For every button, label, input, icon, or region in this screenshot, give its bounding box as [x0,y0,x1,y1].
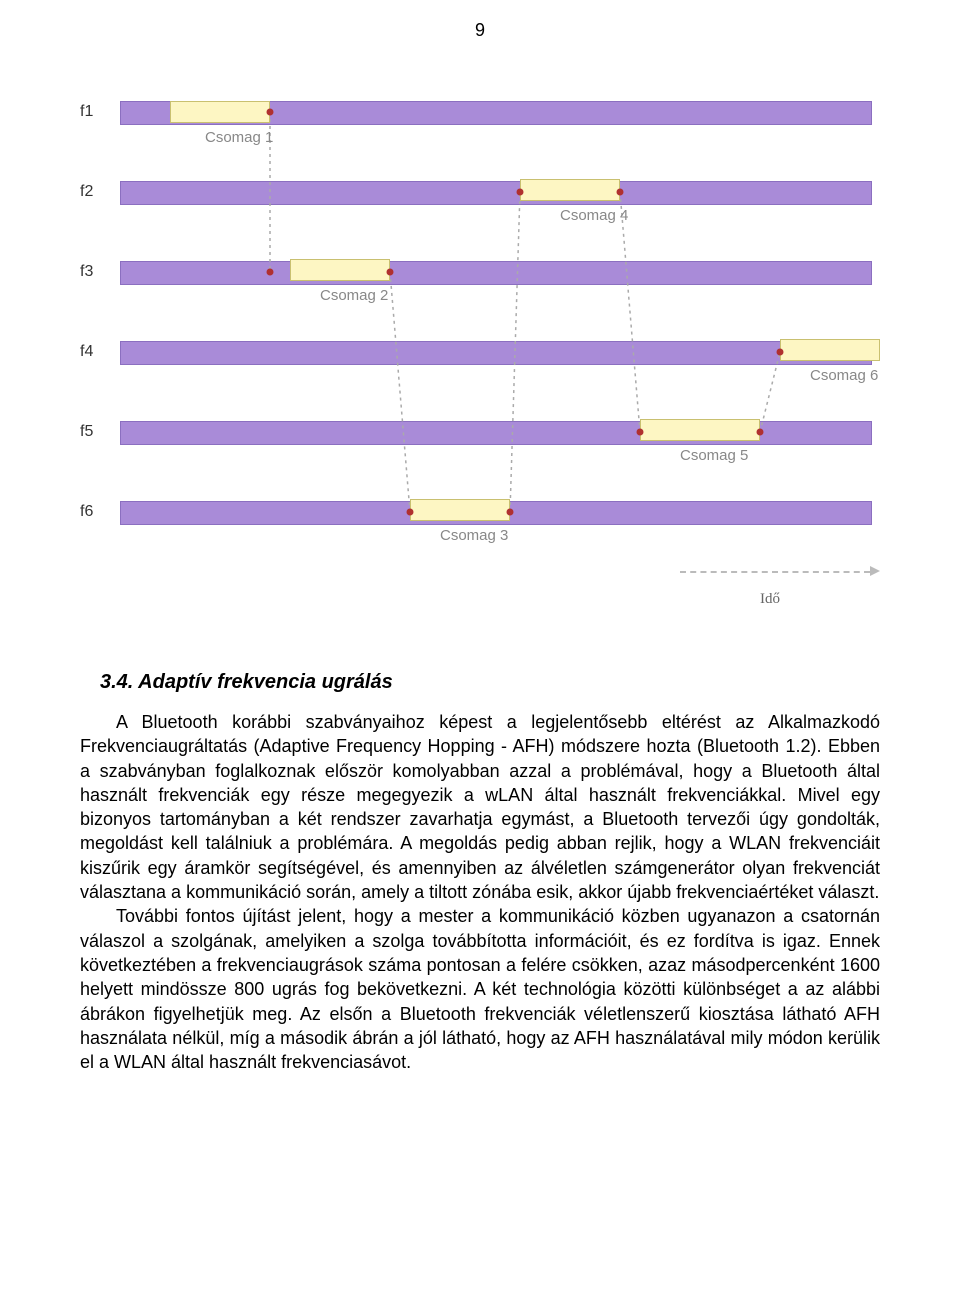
time-arrow-line [680,571,870,573]
hop-point [407,509,414,516]
hop-point [777,349,784,356]
section-heading: 3.4. Adaptív frekvencia ugrálás [100,671,880,694]
frequency-label: f3 [80,263,110,281]
hop-point [267,269,274,276]
frequency-track [120,261,872,285]
packet-label: Csomag 6 [810,367,878,384]
para1-text: A Bluetooth korábbi szabványaihoz képest… [80,712,880,902]
frequency-hopping-diagram: f1 f2 f3 f4 f5 f6 Csomag 1 Csomag 2 Csomag 3 Csom… [80,101,880,631]
packet-box [780,339,880,361]
packet-box [520,179,620,201]
body-paragraph-1: A Bluetooth korábbi szabványaihoz képest… [80,710,880,904]
packet-box [290,259,390,281]
hop-point [757,429,764,436]
frequency-label: f4 [80,343,110,361]
hop-point [637,429,644,436]
para2-text: További fontos újítást jelent, hogy a me… [80,906,880,1072]
body-paragraph-2: További fontos újítást jelent, hogy a me… [80,904,880,1074]
frequency-label: f2 [80,183,110,201]
packet-label: Csomag 5 [680,447,748,464]
frequency-label: f6 [80,503,110,521]
hop-point [267,109,274,116]
frequency-label: f5 [80,423,110,441]
time-arrow-head [870,566,880,576]
page-number: 9 [80,20,880,41]
frequency-track [120,341,872,365]
packet-label: Csomag 4 [560,207,628,224]
hop-point [517,189,524,196]
hop-point [507,509,514,516]
time-label: Idő [760,591,780,608]
hop-point [387,269,394,276]
frequency-label: f1 [80,103,110,121]
packet-box [170,101,270,123]
packet-box [410,499,510,521]
hop-point [617,189,624,196]
packet-label: Csomag 3 [440,527,508,544]
frequency-track [120,181,872,205]
packet-label: Csomag 1 [205,129,273,146]
packet-label: Csomag 2 [320,287,388,304]
packet-box [640,419,760,441]
